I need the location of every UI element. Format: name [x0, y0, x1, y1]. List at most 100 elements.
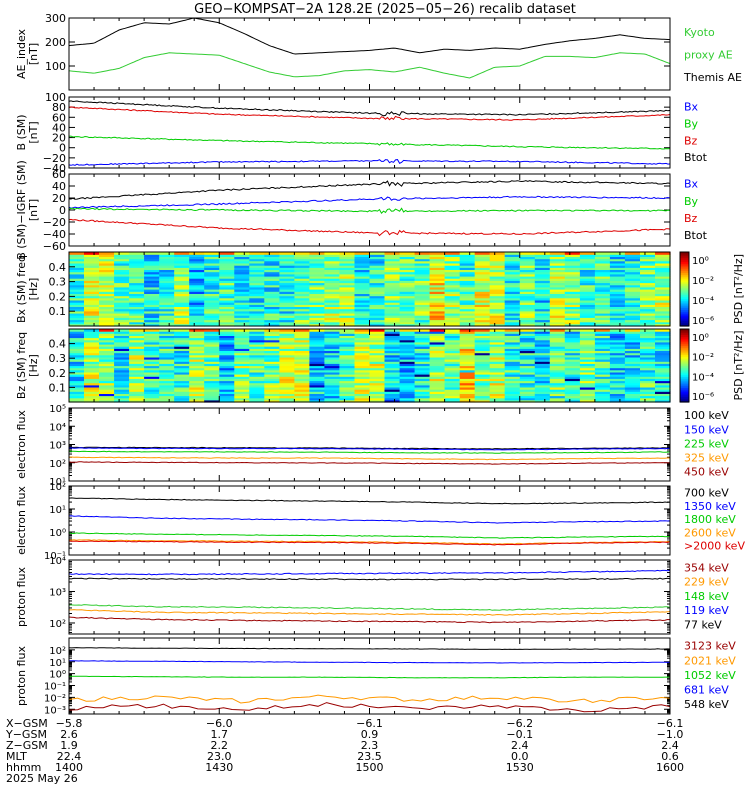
- heatmap-cell: [249, 267, 265, 270]
- heatmap-cell: [339, 282, 355, 286]
- heatmap-cell: [564, 275, 581, 279]
- heatmap-cell: [219, 278, 235, 281]
- heatmap-cell: [354, 293, 371, 297]
- heatmap-cell: [174, 308, 190, 312]
- colorbar-step: [680, 320, 689, 323]
- colorbar-step: [680, 289, 689, 292]
- heatmap-cell: [594, 378, 611, 382]
- heatmap-cell: [429, 359, 446, 362]
- heatmap-cell: [114, 269, 130, 273]
- heatmap-cell: [640, 260, 656, 264]
- heatmap-cell: [339, 323, 355, 327]
- heatmap-cell: [354, 371, 371, 375]
- heatmap-cell: [519, 395, 536, 399]
- colorbar-tick-label: 10⁻²: [692, 353, 714, 364]
- heatmap-cell: [640, 397, 656, 401]
- heatmap-cell: [309, 389, 325, 392]
- heatmap-cell: [444, 256, 461, 260]
- heatmap-cell: [369, 315, 386, 318]
- heatmap-cell: [174, 280, 190, 284]
- heatmap-cell: [474, 391, 491, 394]
- heatmap-cell: [129, 341, 145, 345]
- heatmap-cell: [624, 273, 641, 277]
- heatmap-cell: [504, 350, 521, 354]
- heatmap-cell: [489, 286, 506, 290]
- heatmap-cell: [174, 265, 190, 268]
- heatmap-cell: [429, 304, 446, 307]
- heatmap-cell: [564, 346, 581, 349]
- heatmap-cell: [84, 321, 100, 325]
- heatmap-cell: [309, 348, 325, 351]
- heatmap-cell: [84, 310, 100, 314]
- heatmap-cell: [519, 286, 536, 290]
- heatmap-cell: [534, 339, 551, 343]
- heatmap-cell: [129, 280, 145, 284]
- heatmap-cell: [579, 252, 596, 255]
- heatmap-cell: [249, 260, 265, 264]
- heatmap-cell: [174, 297, 190, 301]
- heatmap-cell: [609, 295, 626, 299]
- heatmap-cell: [609, 282, 626, 286]
- heatmap-cell: [159, 341, 175, 345]
- heatmap-cell: [204, 346, 220, 349]
- heatmap-cell: [369, 306, 386, 310]
- heatmap-cell: [459, 265, 476, 268]
- heatmap-cell: [159, 387, 175, 390]
- heatmap-cell: [429, 302, 446, 305]
- heatmap-cell: [579, 393, 596, 397]
- heatmap-cell: [219, 376, 235, 379]
- heatmap-cell: [129, 304, 145, 307]
- colorbar-step: [680, 298, 689, 301]
- colorbar-step: [680, 296, 689, 299]
- heatmap-cell: [69, 382, 85, 386]
- heatmap-cell: [399, 397, 416, 401]
- heatmap-cell: [129, 258, 145, 262]
- heatmap-cell: [204, 315, 220, 318]
- heatmap-cell: [640, 361, 656, 364]
- heatmap-cell: [655, 289, 671, 292]
- heatmap-cell: [384, 335, 401, 339]
- heatmap-cell: [69, 319, 85, 323]
- heatmap-cell: [354, 369, 371, 373]
- heatmap-cell: [384, 273, 401, 277]
- heatmap-cell: [564, 356, 581, 360]
- heatmap-cell: [114, 312, 130, 316]
- heatmap-cell: [294, 391, 310, 394]
- heatmap-cell: [309, 252, 325, 255]
- heatmap-cell: [429, 280, 446, 284]
- heatmap-cell: [294, 299, 310, 303]
- heatmap-cell: [249, 341, 265, 345]
- heatmap-cell: [129, 344, 145, 347]
- heatmap-cell: [69, 278, 85, 281]
- heatmap-cell: [174, 371, 190, 375]
- heatmap-cell: [504, 267, 521, 270]
- heatmap-cell: [444, 361, 461, 364]
- heatmap-cell: [69, 356, 85, 360]
- heatmap-cell: [369, 252, 386, 255]
- heatmap-cell: [129, 363, 145, 367]
- heatmap-cell: [384, 304, 401, 307]
- heatmap-cell: [384, 312, 401, 316]
- heatmap-cell: [174, 387, 190, 390]
- heatmap-cell: [339, 344, 355, 347]
- heatmap-cell: [144, 395, 160, 399]
- heatmap-cell: [429, 329, 446, 332]
- heatmap-cell: [129, 387, 145, 390]
- heatmap-cell: [549, 278, 566, 281]
- heatmap-cell: [459, 352, 476, 356]
- heatmap-cell: [624, 323, 641, 327]
- heatmap-cell: [249, 376, 265, 379]
- y-tick-label: −20: [43, 152, 66, 165]
- heatmap-cell: [294, 312, 310, 316]
- heatmap-cell: [429, 354, 446, 358]
- heatmap-cell: [129, 323, 145, 327]
- heatmap-cell: [399, 265, 416, 268]
- heatmap-cell: [339, 286, 355, 290]
- heatmap-cell: [219, 258, 235, 262]
- heatmap-cell: [534, 289, 551, 292]
- heatmap-cell: [655, 260, 671, 264]
- heatmap-cell: [459, 299, 476, 303]
- heatmap-cell: [264, 329, 280, 332]
- heatmap-cell: [324, 348, 340, 351]
- heatmap-cell: [324, 323, 340, 327]
